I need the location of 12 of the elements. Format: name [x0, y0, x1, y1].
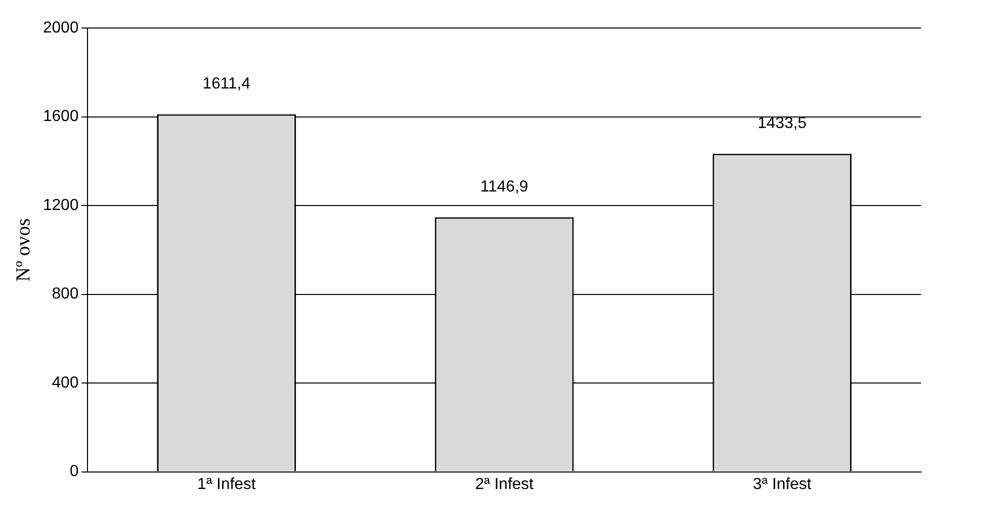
- y-tick-label: 800: [52, 286, 79, 303]
- x-tick-label: 1ª Infest: [197, 476, 256, 493]
- y-tick-label: 2000: [43, 19, 79, 36]
- data-label: 1611,4: [202, 76, 250, 93]
- y-tick-label: 400: [52, 374, 79, 392]
- y-axis-title: Nº ovos: [12, 218, 34, 282]
- y-tick-label: 1200: [43, 196, 79, 214]
- y-tick-label: 0: [70, 463, 79, 480]
- x-tick-label: 2ª Infest: [475, 476, 534, 493]
- x-tick-label: 3ª Infest: [752, 476, 812, 493]
- y-tick-label: 1600: [43, 108, 79, 126]
- data-label: 1146,9: [480, 178, 528, 196]
